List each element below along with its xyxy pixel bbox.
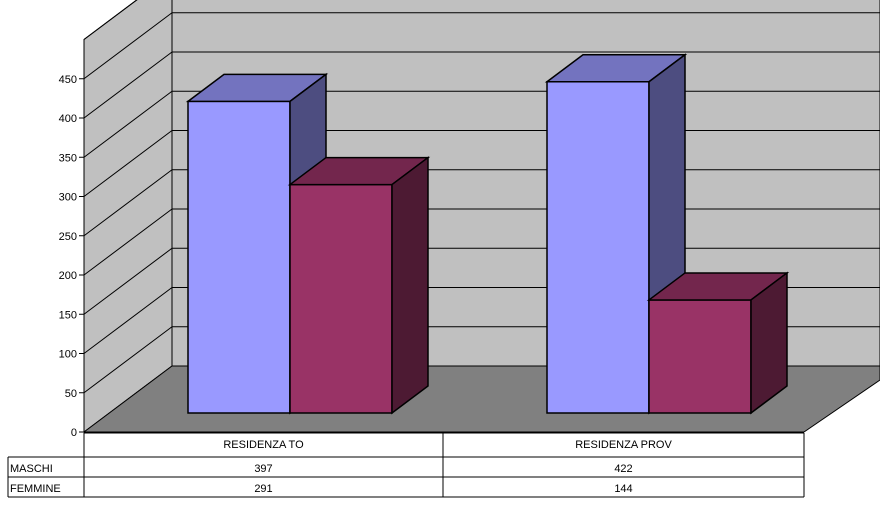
- bar-front: [289, 183, 393, 414]
- y-tick-label: 450: [59, 74, 77, 86]
- data-table-value: 397: [254, 463, 272, 475]
- bar-side: [750, 271, 788, 415]
- side-wall: [83, 0, 173, 433]
- data-table-value: 144: [614, 483, 632, 495]
- side-gridline: [83, 51, 173, 119]
- side-gridline: [83, 130, 173, 197]
- y-tick-label: 50: [65, 388, 77, 400]
- bar-side: [391, 156, 429, 415]
- series-name-label: FEMMINE: [10, 483, 61, 495]
- bar-front: [187, 100, 291, 414]
- x-category-label: RESIDENZA PROV: [575, 439, 672, 451]
- side-gridline: [83, 90, 173, 158]
- y-tick-label: 250: [59, 231, 77, 243]
- y-tick-label: 150: [59, 309, 77, 321]
- y-tick-label: 300: [59, 192, 77, 204]
- y-tick-label: 400: [59, 113, 77, 125]
- side-gridline: [83, 208, 173, 276]
- side-gridline: [83, 326, 173, 394]
- data-table-value: 422: [614, 463, 632, 475]
- x-category-label: RESIDENZA TO: [223, 439, 304, 451]
- y-tick-label: 350: [59, 152, 77, 164]
- bar-front: [546, 80, 650, 414]
- y-tick-label: 200: [59, 270, 77, 282]
- side-gridline: [83, 12, 173, 80]
- side-gridline: [83, 287, 173, 354]
- side-gridline: [83, 169, 173, 237]
- y-tick-label: 100: [59, 349, 77, 361]
- side-gridline: [83, 0, 138, 40]
- bar-front: [648, 299, 752, 414]
- side-gridline: [83, 247, 173, 315]
- y-tick-label: 0: [71, 427, 77, 439]
- data-table-value: 291: [254, 483, 272, 495]
- series-name-label: MASCHI: [10, 463, 53, 475]
